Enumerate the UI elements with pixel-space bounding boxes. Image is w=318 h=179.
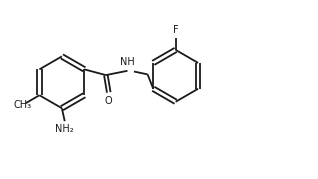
Text: F: F xyxy=(173,25,178,35)
Text: NH: NH xyxy=(120,57,135,67)
Text: NH₂: NH₂ xyxy=(55,124,74,134)
Text: CH₃: CH₃ xyxy=(14,100,32,110)
Text: O: O xyxy=(105,96,113,106)
